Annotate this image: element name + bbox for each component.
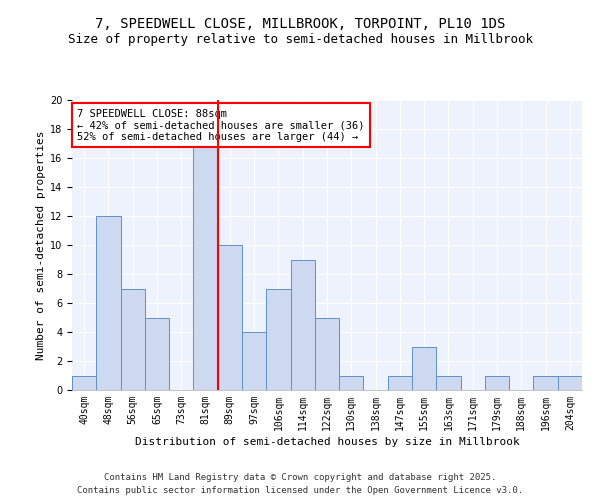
Bar — [388, 376, 412, 390]
Text: 7, SPEEDWELL CLOSE, MILLBROOK, TORPOINT, PL10 1DS: 7, SPEEDWELL CLOSE, MILLBROOK, TORPOINT,… — [95, 18, 505, 32]
Bar — [436, 376, 461, 390]
Bar — [412, 346, 436, 390]
Bar — [315, 318, 339, 390]
X-axis label: Distribution of semi-detached houses by size in Millbrook: Distribution of semi-detached houses by … — [134, 437, 520, 447]
Bar — [242, 332, 266, 390]
Bar — [290, 260, 315, 390]
Bar — [485, 376, 509, 390]
Bar — [218, 245, 242, 390]
Bar — [339, 376, 364, 390]
Bar — [72, 376, 96, 390]
Text: Size of property relative to semi-detached houses in Millbrook: Size of property relative to semi-detach… — [67, 32, 533, 46]
Bar — [96, 216, 121, 390]
Bar — [193, 144, 218, 390]
Text: Contains HM Land Registry data © Crown copyright and database right 2025.
Contai: Contains HM Land Registry data © Crown c… — [77, 474, 523, 495]
Bar — [533, 376, 558, 390]
Bar — [266, 288, 290, 390]
Y-axis label: Number of semi-detached properties: Number of semi-detached properties — [36, 130, 46, 360]
Text: 7 SPEEDWELL CLOSE: 88sqm
← 42% of semi-detached houses are smaller (36)
52% of s: 7 SPEEDWELL CLOSE: 88sqm ← 42% of semi-d… — [77, 108, 365, 142]
Bar — [145, 318, 169, 390]
Bar — [121, 288, 145, 390]
Bar — [558, 376, 582, 390]
